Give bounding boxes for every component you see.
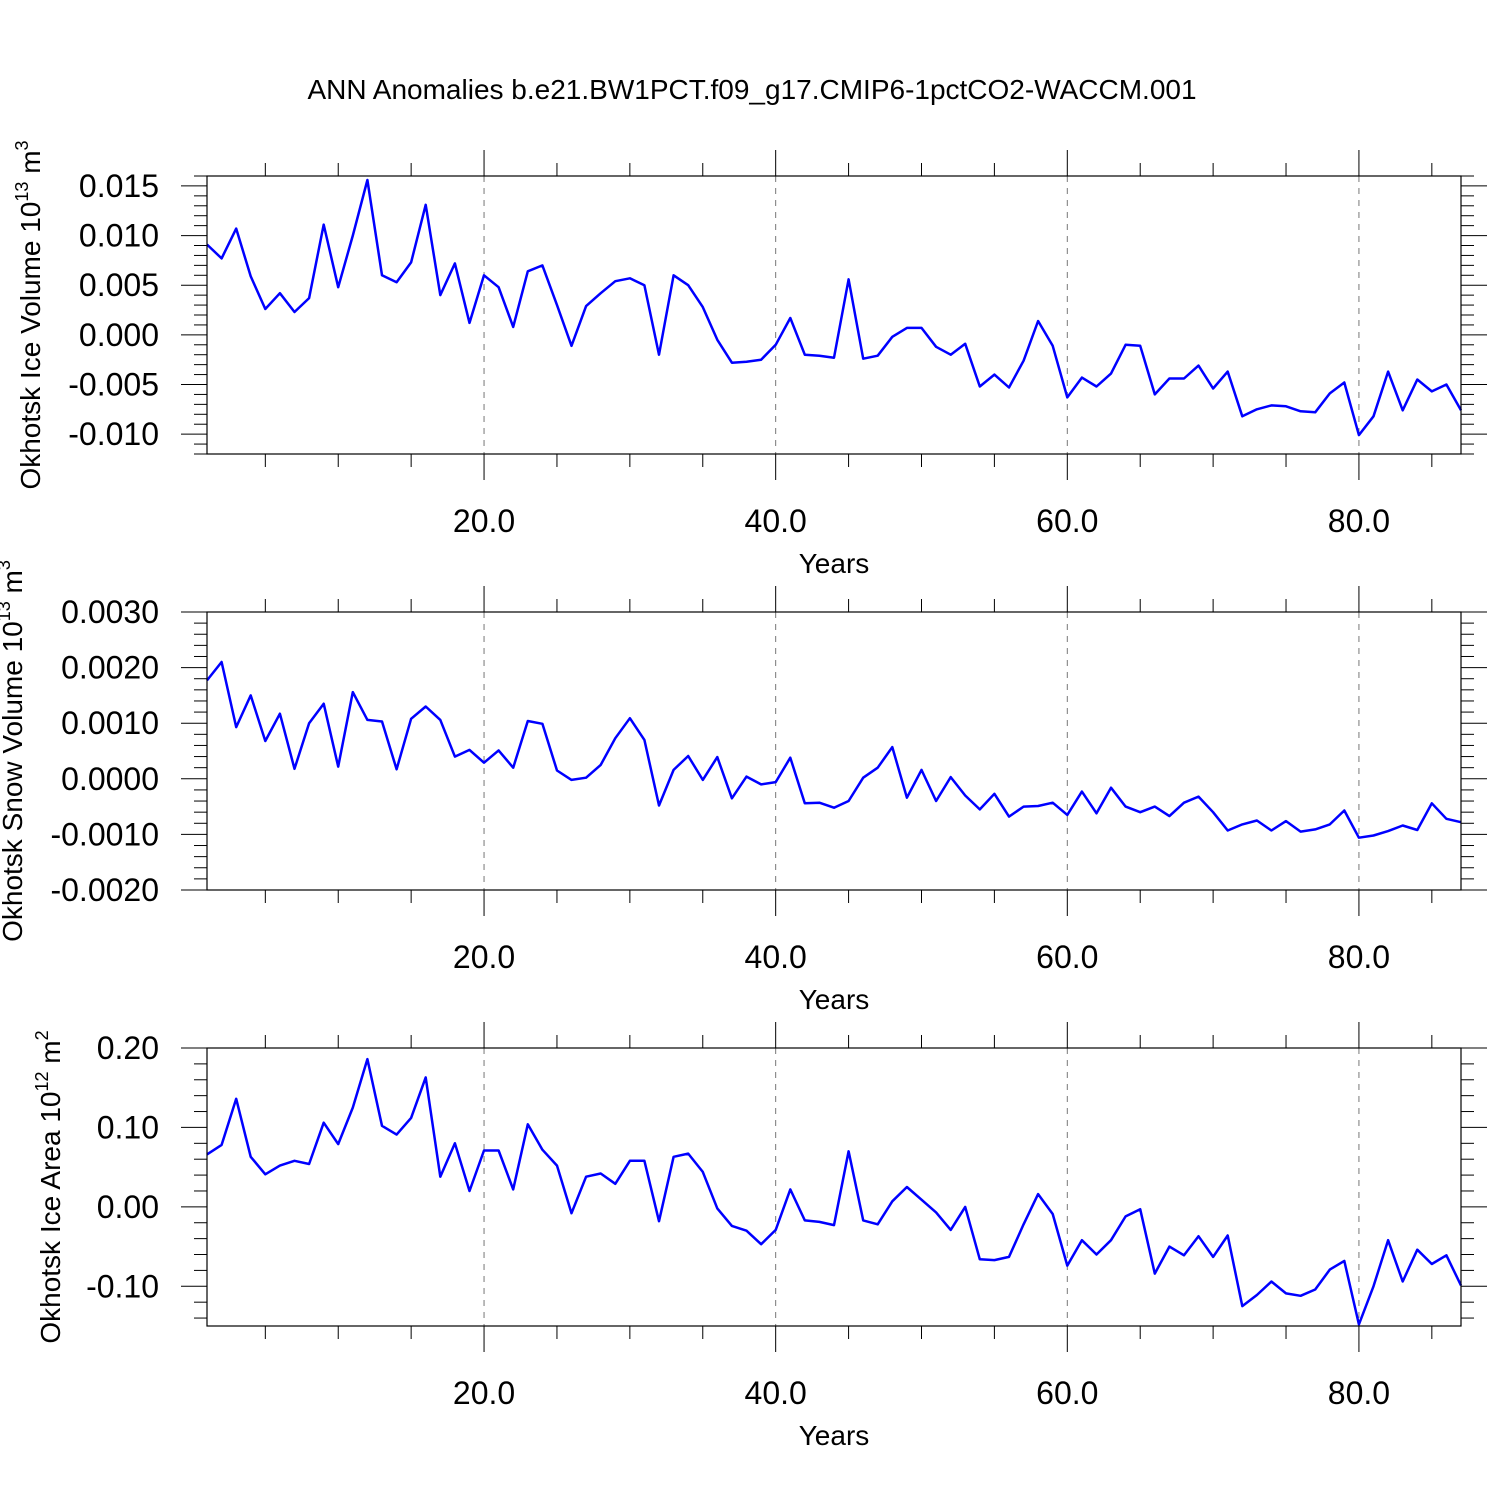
y-tick-label: -0.10	[86, 1268, 159, 1304]
x-tick-label: 80.0	[1328, 939, 1390, 975]
y-tick-label: 0.000	[79, 317, 159, 353]
x-axis-label: Years	[799, 984, 870, 1015]
y-axis-label: Okhotsk Ice Area 1012 m2	[32, 1030, 66, 1343]
x-tick-label: 20.0	[453, 1375, 515, 1411]
y-tick-label: 0.0030	[61, 594, 159, 630]
y-tick-label: -0.005	[68, 367, 159, 403]
y-tick-label: -0.0010	[50, 816, 159, 852]
x-tick-label: 40.0	[745, 1375, 807, 1411]
plot-frame	[206, 611, 1462, 891]
y-tick-label: 0.00	[97, 1189, 159, 1225]
y-tick-label: 0.0010	[61, 705, 159, 741]
x-tick-label: 60.0	[1036, 503, 1098, 539]
x-tick-label: 60.0	[1036, 939, 1098, 975]
x-tick-label: 80.0	[1328, 1375, 1390, 1411]
y-tick-label: 0.0020	[61, 650, 159, 686]
x-axis-label: Years	[799, 548, 870, 579]
x-tick-label: 20.0	[453, 939, 515, 975]
series-line	[206, 178, 1463, 437]
y-tick-label: 0.010	[79, 218, 159, 254]
x-tick-label: 60.0	[1036, 1375, 1098, 1411]
y-tick-label: 0.005	[79, 267, 159, 303]
x-tick-label: 80.0	[1328, 503, 1390, 539]
x-axis-label: Years	[799, 1420, 870, 1451]
series-line	[206, 1057, 1463, 1326]
y-tick-label: 0.0000	[61, 761, 159, 797]
chart-panel: 20.0 40.0 60.0 80.0 0.20 0.10 0.00 -0.10 Years Ok…	[32, 1022, 1487, 1451]
figure-title: ANN Anomalies b.e21.BW1PCT.f09_g17.CMIP6…	[307, 74, 1196, 105]
series-line	[206, 660, 1462, 839]
y-tick-label: 0.10	[97, 1109, 159, 1145]
panels: 20.0 40.0 60.0 80.0 0.015 0.010 0.005 0.000 -0.0…	[0, 140, 1487, 1451]
y-tick-label: 0.20	[97, 1030, 159, 1066]
x-tick-label: 40.0	[745, 939, 807, 975]
x-tick-label: 40.0	[745, 503, 807, 539]
chart-panel: 20.0 40.0 60.0 80.0 0.015 0.010 0.005 0.000 -0.0…	[12, 140, 1487, 579]
plot-frame	[206, 175, 1462, 455]
plot-frame	[206, 1047, 1462, 1327]
y-axis-label: Okhotsk Ice Volume 1013 m3	[12, 140, 46, 489]
y-tick-label: -0.0020	[50, 872, 159, 908]
y-axis-label: Okhotsk Snow Volume 1013 m3	[0, 560, 28, 942]
y-tick-label: -0.010	[68, 416, 159, 452]
x-tick-label: 20.0	[453, 503, 515, 539]
chart-panel: 20.0 40.0 60.0 80.0 0.0030 0.0020 0.0010 0.0000…	[0, 560, 1487, 1015]
y-tick-label: 0.015	[79, 168, 159, 204]
